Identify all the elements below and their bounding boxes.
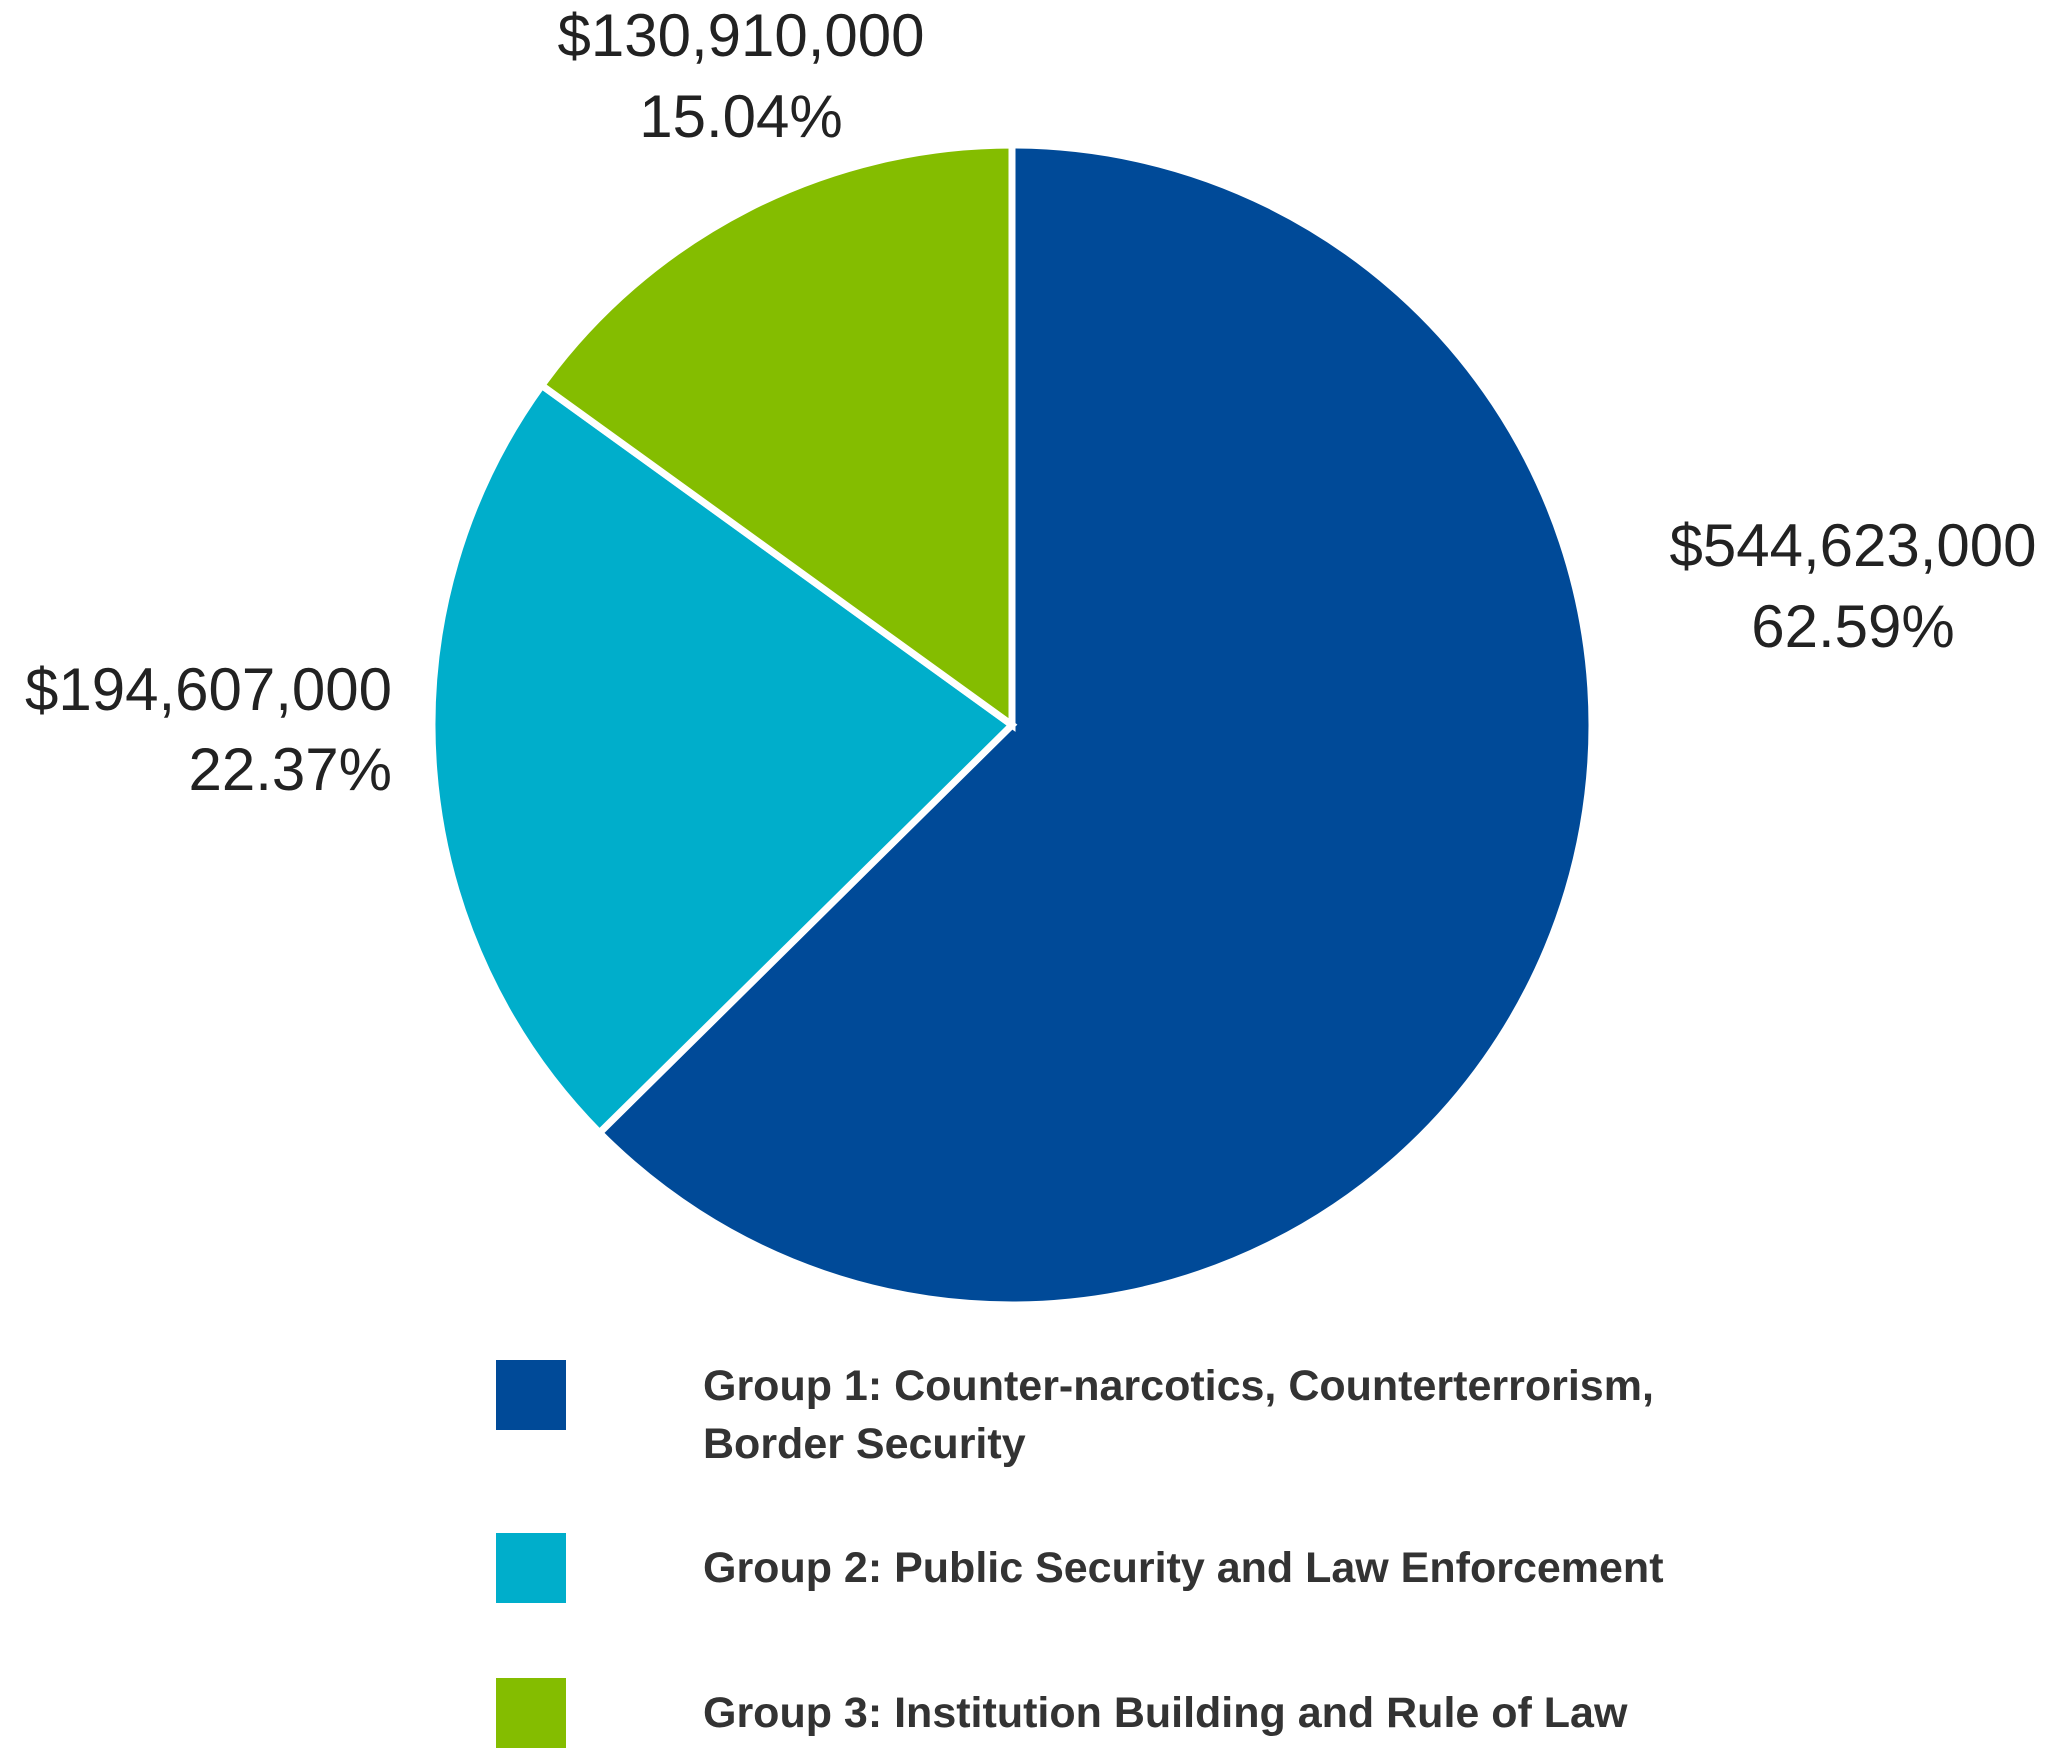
pie-slice-group-3 bbox=[536, 141, 1016, 732]
legend-label-group-3: Group 3: Institution Building and Rule o… bbox=[703, 1689, 1628, 1737]
legend-swatch-group-2 bbox=[496, 1533, 566, 1603]
pie-slice-group-2 bbox=[428, 380, 1018, 1138]
slice-label-group-1-percent: 62.59% bbox=[1751, 593, 1955, 660]
legend-label-group-2: Group 2: Public Security and Law Enforce… bbox=[703, 1544, 1664, 1592]
legend-item-group-2: Group 2: Public Security and Law Enforce… bbox=[496, 1533, 1803, 1603]
slice-label-group-3-percent: 15.04% bbox=[639, 83, 843, 150]
slice-label-group-1-value: $544,623,000 bbox=[1669, 512, 2036, 579]
pie-slices bbox=[428, 141, 1596, 1309]
pie-slice-group-1 bbox=[594, 141, 1596, 1309]
legend-item-group-3: Group 3: Institution Building and Rule o… bbox=[496, 1678, 1803, 1748]
slice-label-group-2-value: $194,607,000 bbox=[25, 656, 392, 723]
legend-swatch-group-1 bbox=[496, 1360, 566, 1430]
pie-chart: $544,623,000 62.59% $194,607,000 22.37% … bbox=[24, 2, 2037, 1309]
legend-label-group-1: Group 1: Counter-narcotics, Counterterro… bbox=[703, 1362, 1654, 1468]
slice-label-group-2-percent: 22.37% bbox=[189, 736, 393, 803]
slice-label-group-3-value: $130,910,000 bbox=[557, 2, 924, 69]
legend-swatch-group-3 bbox=[496, 1678, 566, 1748]
legend-item-group-1: Group 1: Counter-narcotics, Counterterro… bbox=[496, 1360, 1803, 1473]
